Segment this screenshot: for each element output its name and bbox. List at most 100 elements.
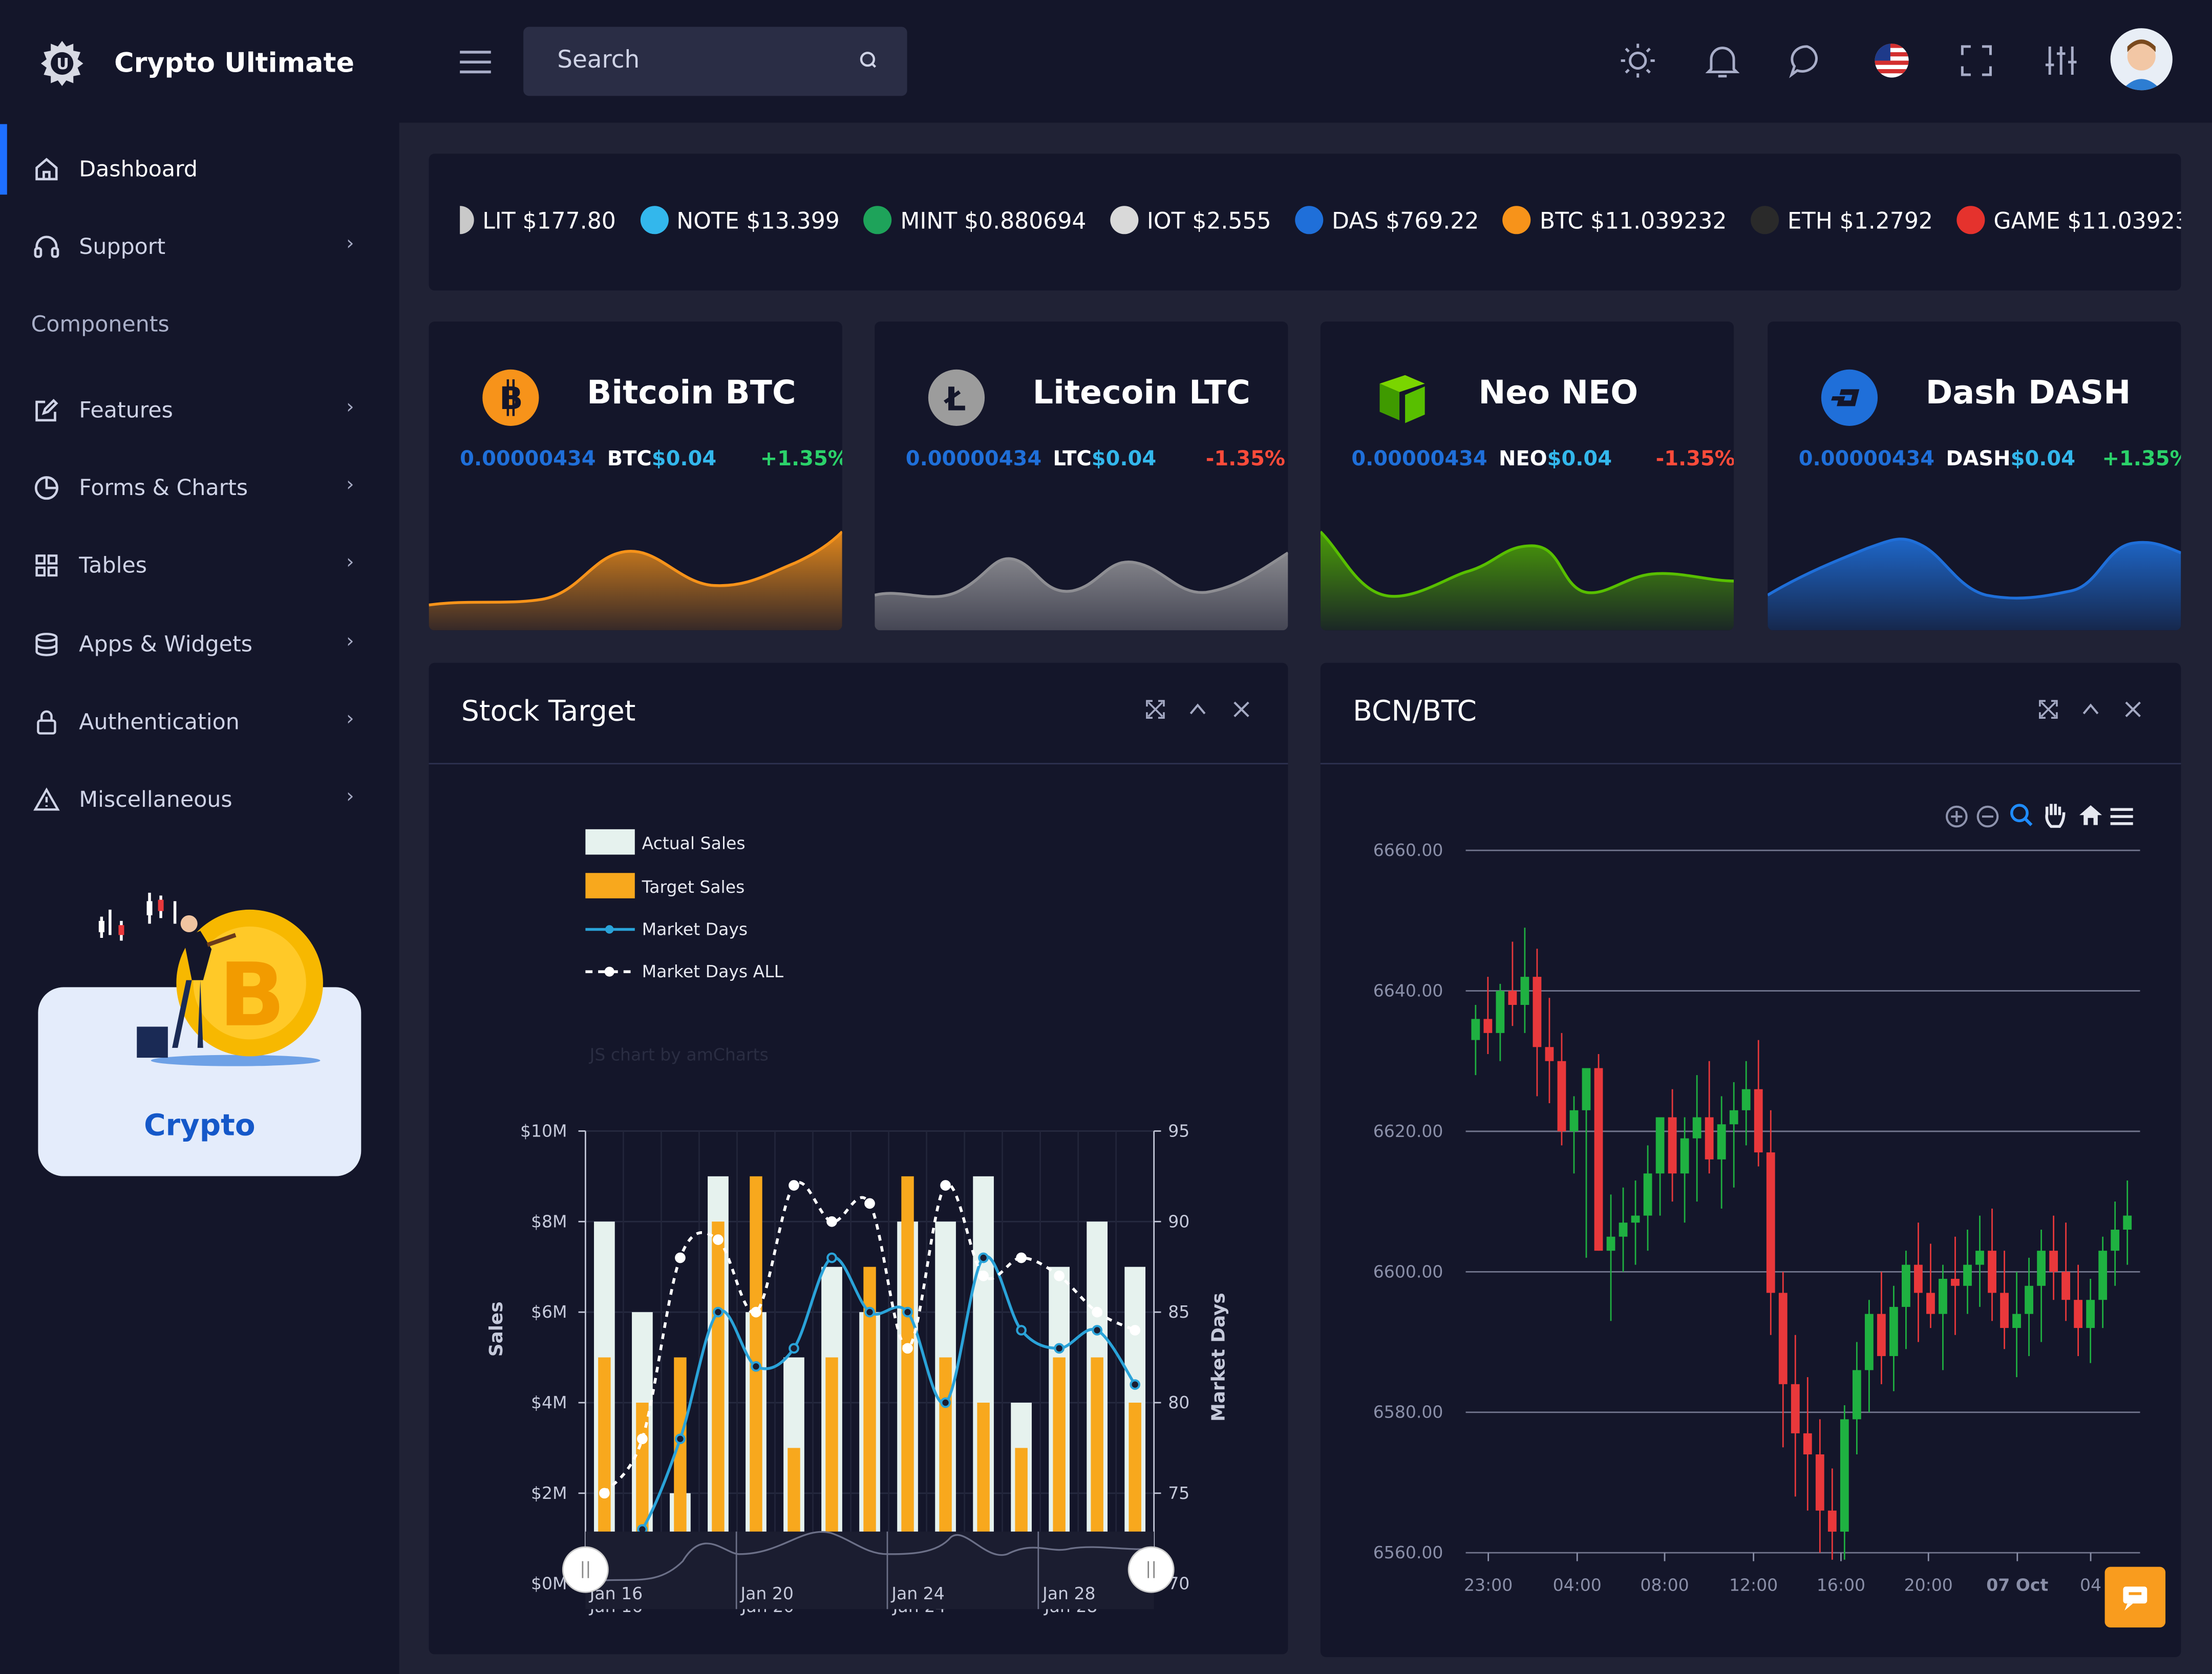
sidebar-item-label: Support (79, 234, 166, 260)
ticker-item[interactable]: MINT $0.880694 (863, 206, 1086, 234)
fullscreen-icon[interactable] (1955, 39, 1998, 82)
sidebar-section-label: Components (31, 311, 169, 337)
line-point (902, 1343, 913, 1354)
y2-tick-label: 80 (1168, 1392, 1189, 1412)
chevron-right-icon: › (346, 551, 354, 574)
y-tick-label: $2M (531, 1483, 567, 1503)
expand-icon[interactable] (2036, 697, 2061, 722)
candle-body (1877, 1314, 1886, 1356)
dash-logo-icon (1821, 369, 1878, 426)
candle-body (1778, 1293, 1788, 1384)
coin-card-neo[interactable]: Neo NEO 0.00000434 NEO$0.04 -1.35% (1320, 321, 1734, 631)
coin-card-dash[interactable]: Dash DASH 0.00000434 DASH$0.04 +1.35% (1768, 321, 2181, 631)
coin-amount: 0.00000434 (905, 448, 1042, 471)
magnifier-icon[interactable] (2009, 803, 2034, 828)
y-tick-label: $6M (531, 1302, 567, 1322)
line-point (675, 1433, 686, 1445)
dash-sparkline (1768, 538, 2181, 631)
zoom-in-icon[interactable] (1944, 804, 1970, 829)
ticker-item[interactable]: DAS $769.22 (1295, 206, 1479, 234)
scrollbar-label: Jan 20 (739, 1583, 794, 1603)
menu-icon[interactable] (458, 47, 492, 78)
ltc-sparkline (875, 551, 1288, 631)
close-icon[interactable] (1229, 697, 1254, 722)
chevron-right-icon: › (346, 707, 354, 731)
card-divider (429, 763, 1288, 765)
candle-body (2025, 1285, 2033, 1314)
ticker-price: $769.22 (1386, 206, 1479, 233)
ticker-symbol: IOT (1146, 206, 1185, 233)
sidebar-item-features[interactable]: Features › (0, 379, 399, 441)
ticker-item[interactable]: NOTE $13.399 (640, 206, 840, 234)
expand-icon[interactable] (1143, 697, 1168, 722)
search-box[interactable] (523, 27, 907, 96)
ticker-item[interactable]: ETH $1.2792 (1751, 206, 1933, 234)
collapse-icon[interactable] (2078, 697, 2103, 722)
us-flag-icon[interactable] (1870, 39, 1913, 82)
collapse-icon[interactable] (1185, 697, 1210, 722)
candle-body (1582, 1068, 1591, 1110)
zoom-out-icon[interactable] (1975, 804, 2001, 829)
sun-icon[interactable] (1617, 39, 1659, 82)
legend-target-sales: Target Sales (642, 877, 745, 897)
line-point (978, 1271, 989, 1281)
ticker-symbol: GAME (1993, 206, 2060, 233)
ticker-price: $11.039232 (2067, 206, 2181, 233)
sidebar-item-miscellaneous[interactable]: Miscellaneous › (0, 768, 399, 830)
scrollbar-handle-left[interactable] (562, 1546, 609, 1593)
ticker-symbol: NOTE (676, 206, 739, 233)
y2-tick-label: 95 (1168, 1121, 1189, 1141)
scrollbar-label: Jan 28 (1041, 1583, 1096, 1603)
menu-icon[interactable] (2109, 804, 2135, 829)
chat-icon[interactable] (1786, 39, 1828, 82)
coin-stats: 0.00000434 NEO$0.04 -1.35% (1351, 448, 1734, 471)
chart-scrollbar[interactable]: Jan 16 Jan 20 Jan 24 Jan 28 (562, 1531, 1175, 1609)
home-reset-icon[interactable] (2078, 803, 2103, 828)
coin-name: Neo NEO (1478, 375, 1639, 412)
line-point (864, 1198, 875, 1209)
bar-target-sales (901, 1176, 914, 1584)
x-tick-label: 23:00 (1464, 1575, 1513, 1595)
grip-icon (582, 1561, 589, 1578)
pan-hand-icon[interactable] (2041, 801, 2067, 829)
scrollbar-handle-right[interactable] (1128, 1546, 1175, 1593)
sidebar-item-support[interactable]: Support › (0, 216, 399, 277)
sidebar-item-label: Tables (79, 552, 147, 578)
sidebar-item-label: Features (79, 397, 173, 423)
sidebar-item-dashboard[interactable]: Dashboard (0, 124, 399, 200)
ticker-price: $11.039232 (1590, 206, 1727, 233)
search-icon[interactable] (856, 48, 882, 74)
ticker-symbol: MINT (900, 206, 958, 233)
search-input[interactable] (554, 45, 842, 76)
floating-chat-button[interactable] (2104, 1566, 2166, 1628)
coin-card-ltc[interactable]: Ł Litecoin LTC 0.00000434 LTC$0.04 -1.35… (875, 321, 1288, 631)
ticker-item[interactable]: GAME $11.039232 (1956, 206, 2181, 234)
sidebar-item-label: Apps & Widgets (79, 632, 253, 657)
legend-swatch-actual (585, 829, 635, 855)
svg-text:Ł: Ł (944, 380, 966, 418)
settings-sliders-icon[interactable] (2040, 39, 2082, 82)
btc-coin-icon (1503, 206, 1532, 234)
candle-body (1729, 1110, 1738, 1125)
coin-card-btc[interactable]: B Bitcoin BTC 0.00000434 BTC$0.04 +1.35% (429, 321, 842, 631)
sidebar: U Crypto Ultimate Dashboard Support › Co… (0, 0, 399, 1674)
sidebar-item-forms-charts[interactable]: Forms & Charts › (0, 457, 399, 519)
ticker-price: $2.555 (1192, 206, 1271, 233)
x-tick-label: 04 (2080, 1575, 2101, 1595)
user-avatar[interactable] (2110, 28, 2173, 91)
scrollbar-track[interactable] (585, 1531, 1154, 1609)
bell-icon[interactable] (1701, 39, 1744, 82)
sidebar-item-authentication[interactable]: Authentication › (0, 691, 399, 753)
candle-body (1766, 1152, 1775, 1293)
coin-ticker: LTC (1053, 448, 1092, 471)
close-icon[interactable] (2120, 697, 2146, 722)
candle-body (1705, 1117, 1714, 1160)
ticker-item[interactable]: IOT $2.555 (1110, 206, 1271, 234)
line-point (1092, 1325, 1102, 1336)
line-point (751, 1361, 761, 1372)
ticker-item[interactable]: LIT $177.80 (460, 206, 616, 234)
sidebar-item-tables[interactable]: Tables › (0, 534, 399, 596)
chevron-right-icon: › (346, 474, 354, 497)
sidebar-item-apps-widgets[interactable]: Apps & Widgets › (0, 613, 399, 675)
ticker-item[interactable]: BTC $11.039232 (1503, 206, 1727, 234)
